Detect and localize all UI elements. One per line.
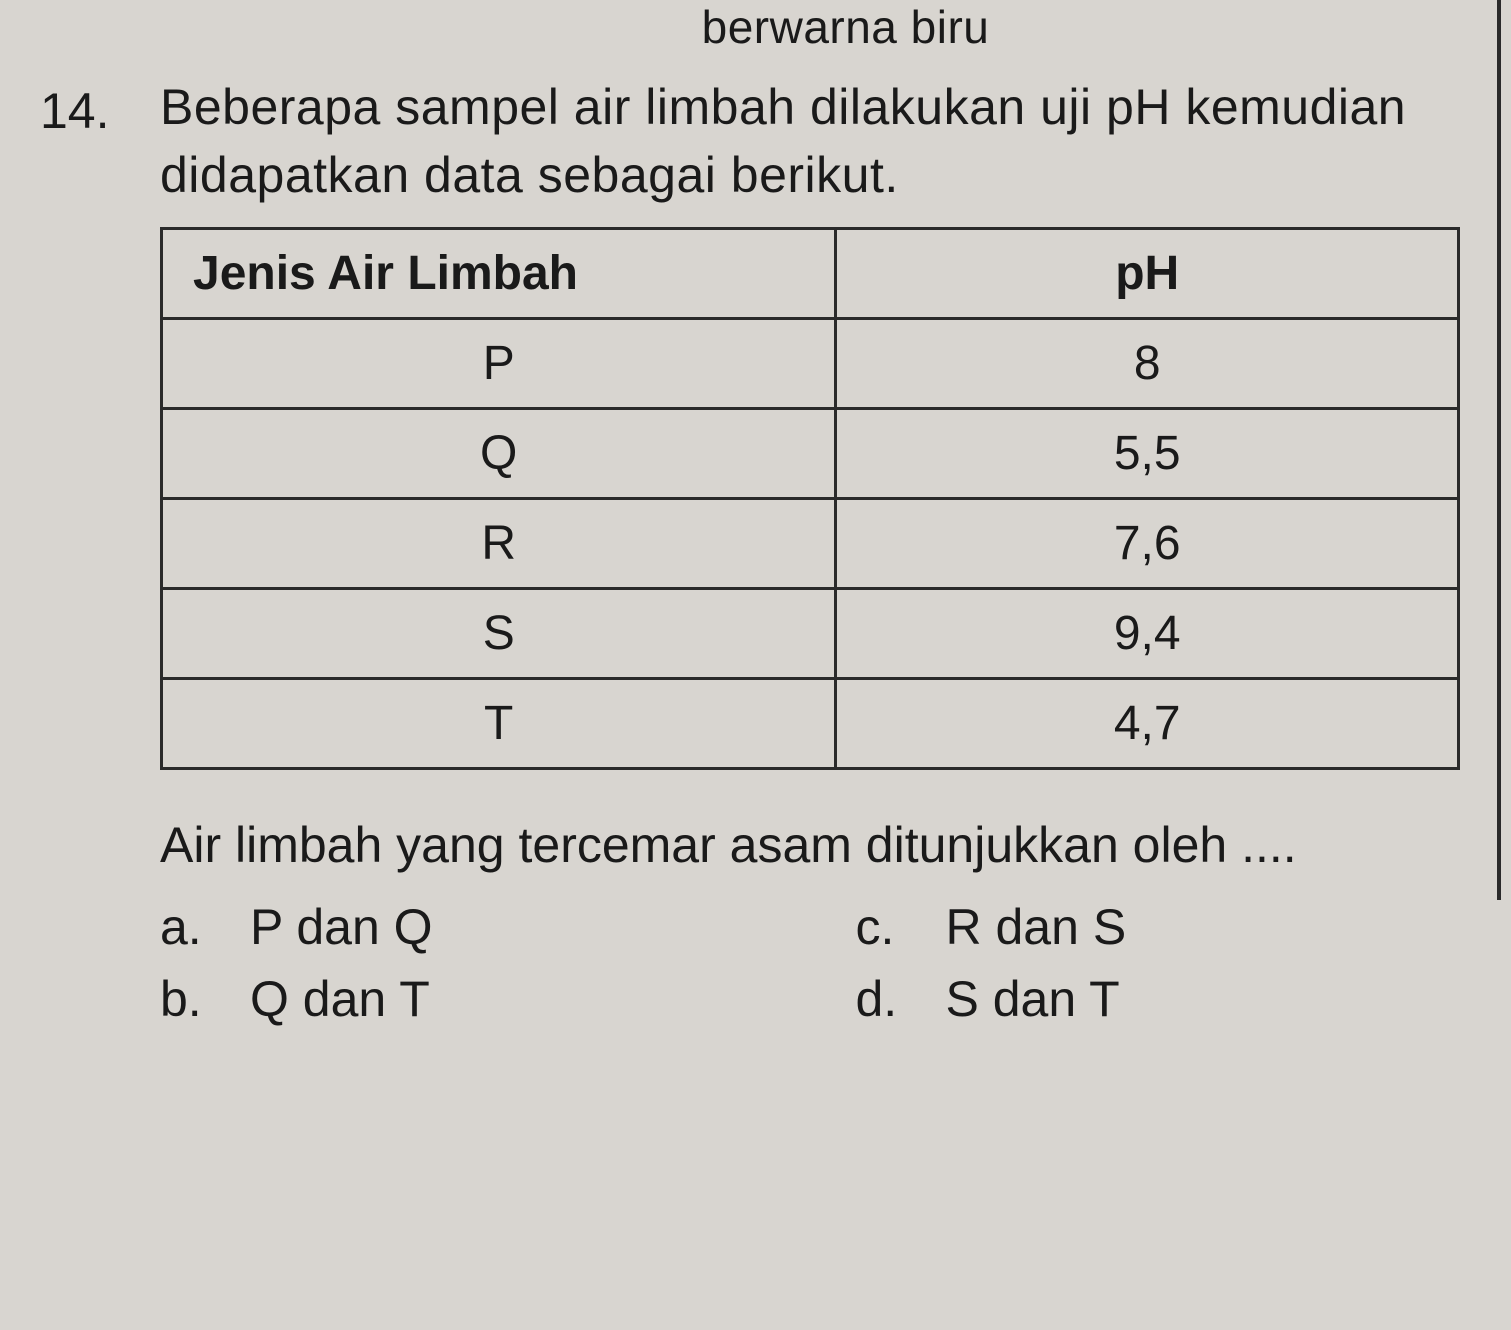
table-header-ph: pH: [836, 229, 1459, 319]
option-b: b. Q dan T: [160, 970, 776, 1028]
page-right-border: [1497, 0, 1501, 900]
option-text: Q dan T: [250, 970, 430, 1028]
cell-jenis: P: [162, 319, 836, 409]
option-letter: c.: [856, 898, 946, 956]
question-text: Beberapa sampel air limbah dilakukan uji…: [160, 74, 1471, 209]
option-a: a. P dan Q: [160, 898, 776, 956]
cell-ph: 8: [836, 319, 1459, 409]
option-c: c. R dan S: [856, 898, 1472, 956]
question-number: 14.: [40, 74, 160, 140]
cell-ph: 7,6: [836, 499, 1459, 589]
option-letter: b.: [160, 970, 250, 1028]
cell-ph: 9,4: [836, 589, 1459, 679]
ph-table: Jenis Air Limbah pH P 8 Q 5,5 R 7,6 S 9,…: [160, 227, 1460, 770]
cell-jenis: Q: [162, 409, 836, 499]
follow-question-text: Air limbah yang tercemar asam ditunjukka…: [160, 810, 1471, 880]
option-text: R dan S: [946, 898, 1127, 956]
option-letter: d.: [856, 970, 946, 1028]
table-row: T 4,7: [162, 679, 1459, 769]
cell-jenis: S: [162, 589, 836, 679]
data-table-container: Jenis Air Limbah pH P 8 Q 5,5 R 7,6 S 9,…: [160, 227, 1471, 770]
answer-options: a. P dan Q c. R dan S b. Q dan T d. S da…: [160, 898, 1471, 1028]
cell-ph: 5,5: [836, 409, 1459, 499]
option-letter: a.: [160, 898, 250, 956]
table-header-row: Jenis Air Limbah pH: [162, 229, 1459, 319]
table-row: P 8: [162, 319, 1459, 409]
cell-jenis: T: [162, 679, 836, 769]
table-row: R 7,6: [162, 499, 1459, 589]
table-row: Q 5,5: [162, 409, 1459, 499]
cell-jenis: R: [162, 499, 836, 589]
option-text: S dan T: [946, 970, 1120, 1028]
previous-answer-fragment: berwarna biru: [220, 0, 1471, 54]
option-d: d. S dan T: [856, 970, 1472, 1028]
option-text: P dan Q: [250, 898, 433, 956]
table-header-jenis: Jenis Air Limbah: [162, 229, 836, 319]
table-row: S 9,4: [162, 589, 1459, 679]
cell-ph: 4,7: [836, 679, 1459, 769]
question-block: 14. Beberapa sampel air limbah dilakukan…: [40, 74, 1471, 209]
